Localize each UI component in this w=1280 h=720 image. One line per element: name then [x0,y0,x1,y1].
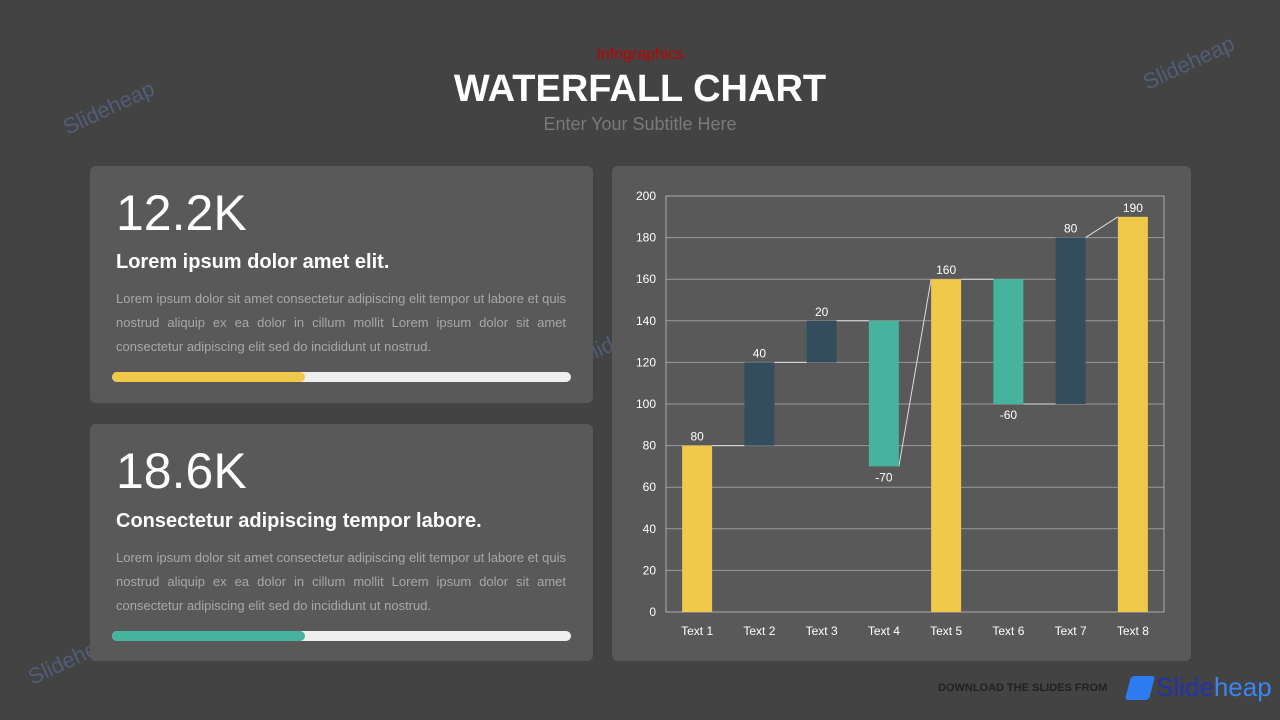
eyebrow: Infographics [596,46,684,63]
bar-2 [744,362,775,446]
brand-b: heap [1213,672,1272,702]
stat-value: 12.2K [116,185,247,241]
x-tick-label: Text 3 [806,624,838,638]
bar-8 [1117,216,1148,613]
x-tick-label: Text 2 [743,624,775,638]
x-tick-label: Text 6 [992,624,1024,638]
bar-7 [1055,237,1086,404]
x-tick-label: Text 1 [681,624,713,638]
stat-body: Lorem ipsum dolor sit amet consectetur a… [116,291,566,354]
progress-fill [112,372,305,382]
stat-value: 18.6K [116,443,247,499]
stat-card-2: 18.6K Consectetur adipiscing tempor labo… [90,424,593,661]
data-label: -70 [875,470,893,484]
page-title: WATERFALL CHART [453,68,827,110]
brand-a: Slide [1156,672,1214,702]
data-label: 80 [1064,222,1078,236]
bar-3 [806,320,837,363]
connector-line [1085,216,1119,239]
y-tick-label: 180 [636,231,656,245]
bar-5 [931,279,962,612]
brand-logo[interactable]: Slideheap [1124,672,1272,703]
progress-fill [112,631,305,641]
progress-bar [112,372,571,382]
x-tick-label: Text 8 [1117,624,1149,638]
y-tick-label: 40 [643,522,657,536]
data-label: 20 [815,305,829,319]
stat-heading: Consectetur adipiscing tempor labore. [116,510,482,532]
page-subtitle: Enter Your Subtitle Here [543,114,737,134]
data-label: 160 [936,263,956,277]
y-tick-label: 120 [636,355,656,369]
data-label: -60 [1000,408,1018,422]
bar-4 [868,320,899,467]
chart-card: 0 20 40 60 80 100 120 140 160 180 200 80 Text 1 40 Tex… [612,166,1191,661]
data-label: 80 [690,430,704,444]
slideheap-icon [1124,675,1156,700]
waterfall-chart: 0 20 40 60 80 100 120 140 160 180 200 80 Text 1 40 Tex… [636,189,1165,638]
data-label: 190 [1123,201,1143,215]
footer-text: DOWNLOAD THE SLIDES FROM [938,682,1108,694]
connector-line [898,279,932,467]
stat-body: Lorem ipsum dolor sit amet consectetur a… [116,550,566,613]
bar-1 [682,445,713,612]
x-tick-label: Text 7 [1055,624,1087,638]
y-tick-label: 20 [643,563,657,577]
y-tick-label: 60 [643,480,657,494]
x-tick-label: Text 5 [930,624,962,638]
y-tick-label: 140 [636,314,656,328]
x-tick-label: Text 4 [868,624,900,638]
y-tick-label: 100 [636,397,656,411]
plot-border [665,195,1165,613]
y-tick-label: 200 [636,189,656,203]
progress-bar [112,631,571,641]
y-tick-label: 80 [643,439,657,453]
bar-6 [993,279,1024,404]
stat-heading: Lorem ipsum dolor amet elit. [116,251,390,273]
stat-card-1: 12.2K Lorem ipsum dolor amet elit. Lorem… [90,166,593,403]
y-tick-label: 160 [636,272,656,286]
data-label: 40 [753,346,767,360]
y-tick-label: 0 [649,605,656,619]
